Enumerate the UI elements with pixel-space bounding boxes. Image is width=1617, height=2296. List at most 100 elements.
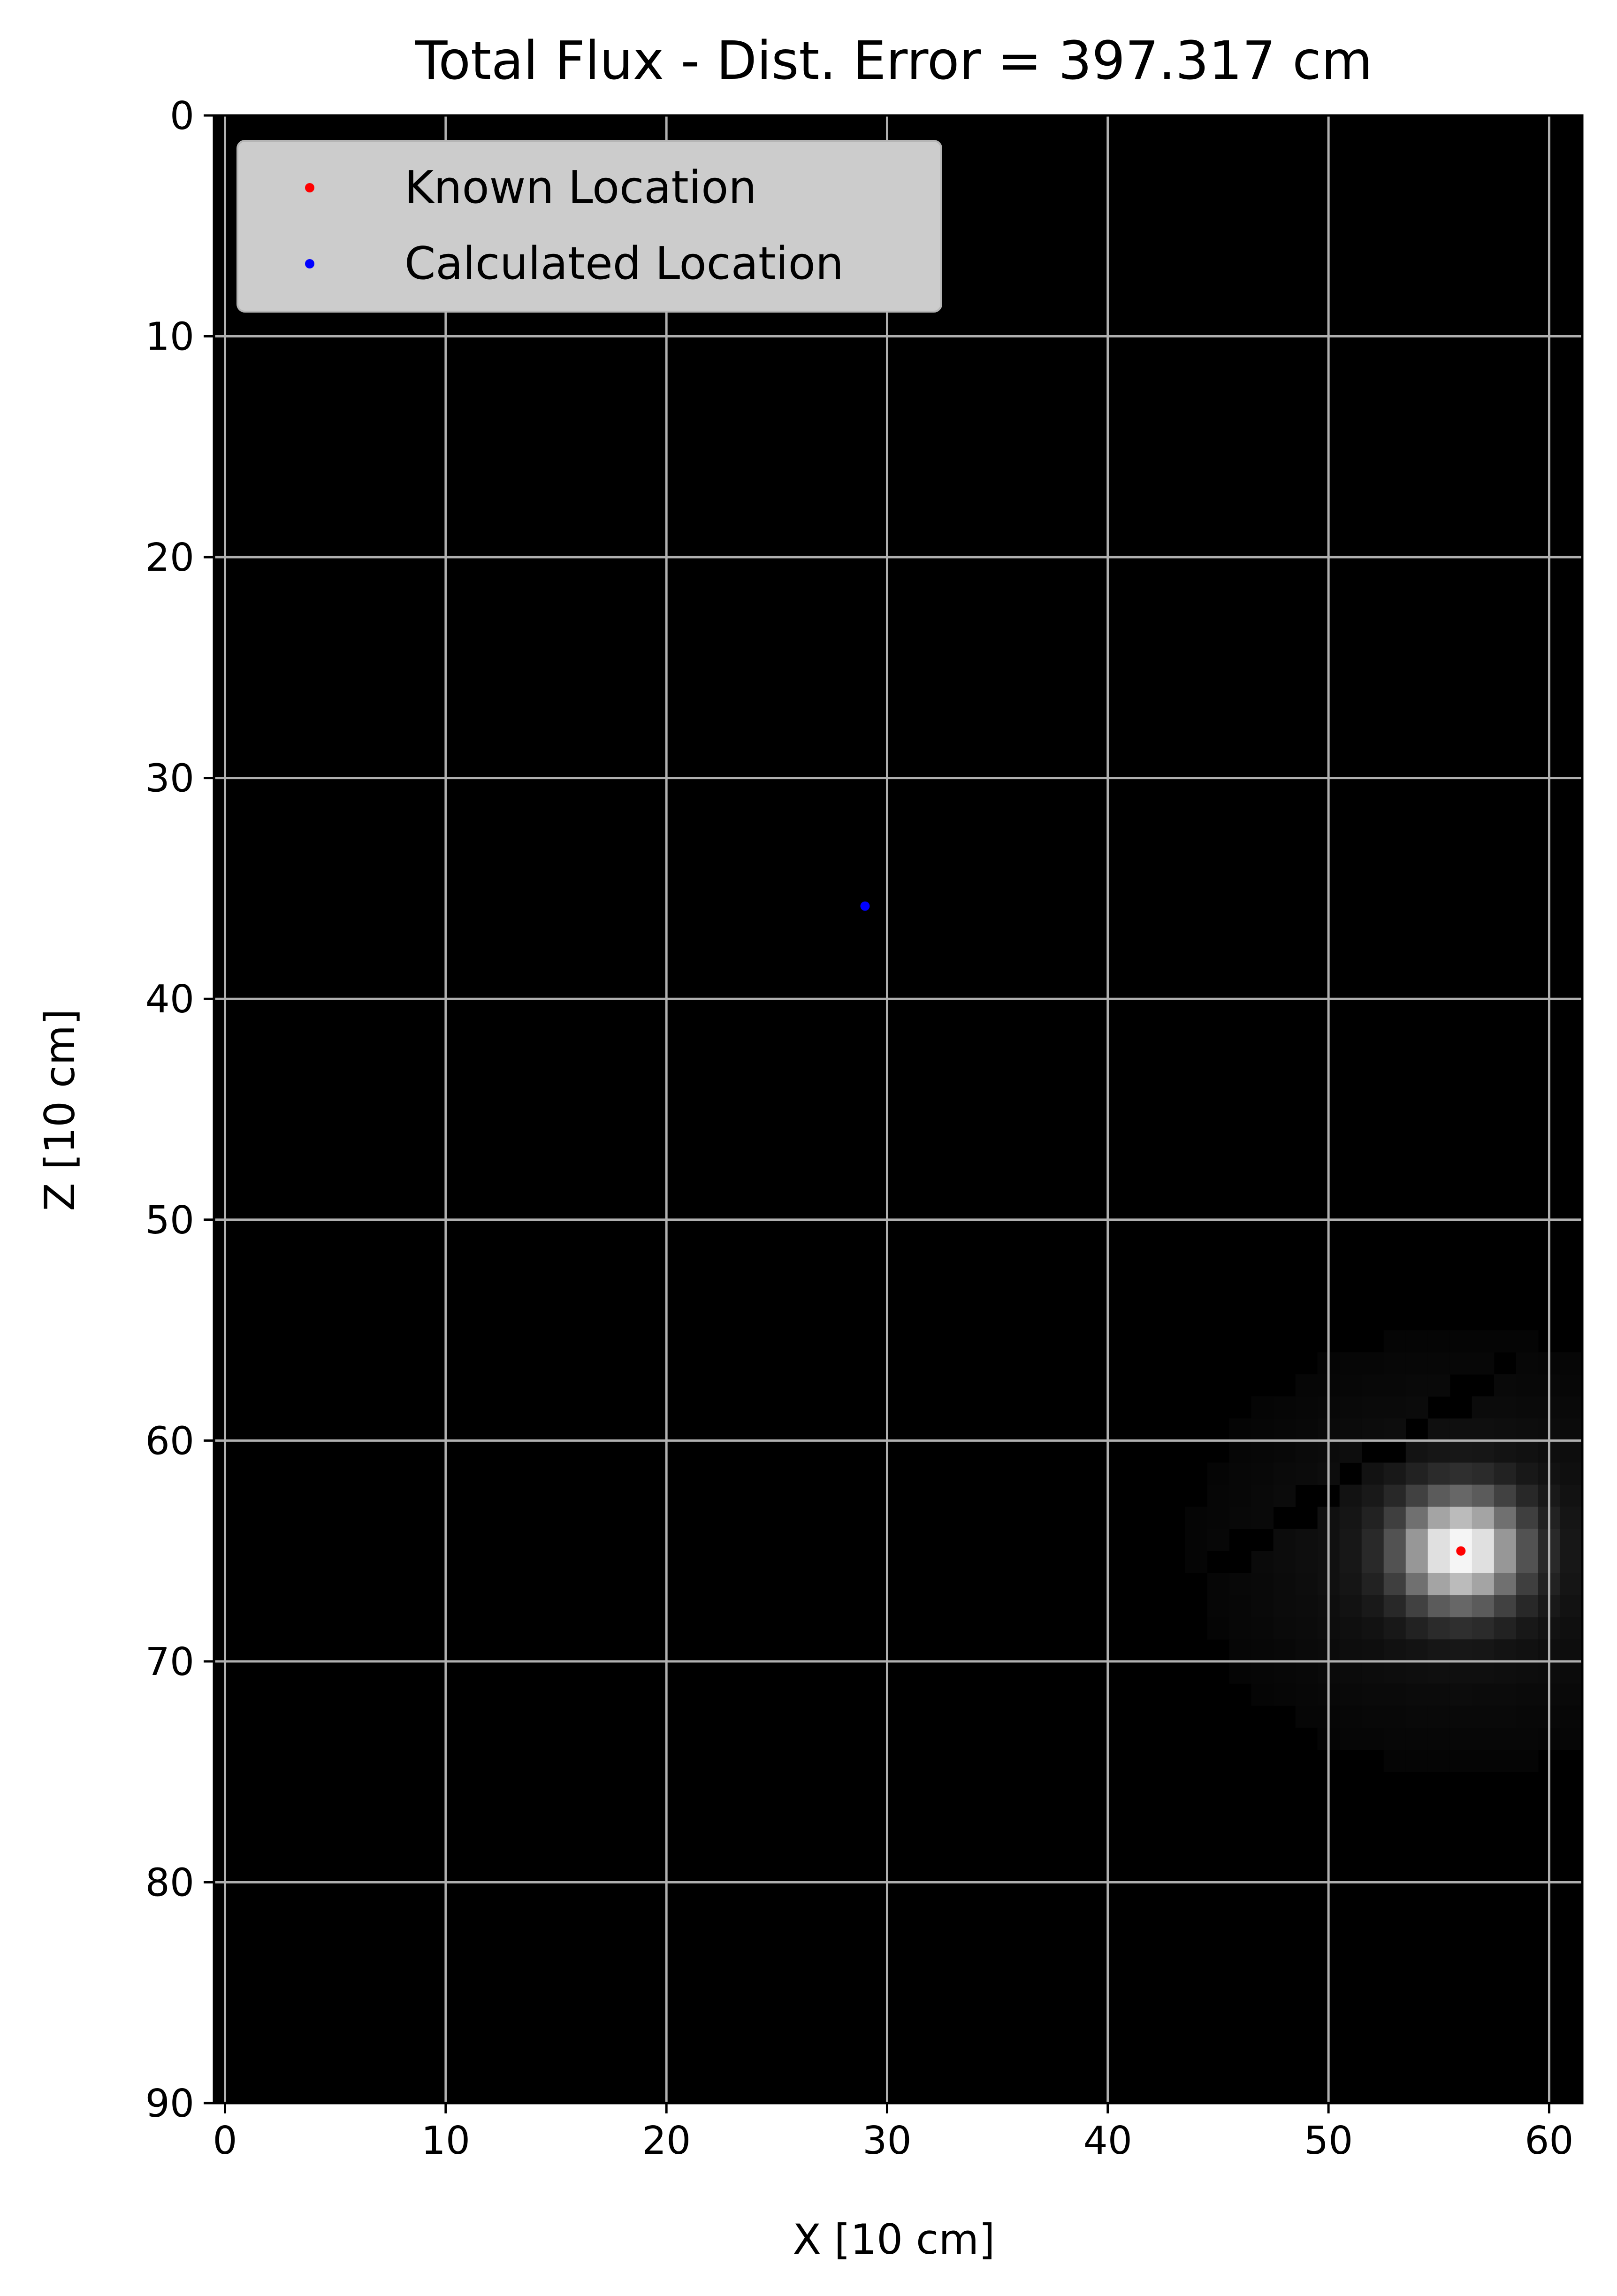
heatmap-cell — [1361, 1529, 1384, 1552]
x-tick-label: 10 — [421, 2119, 470, 2163]
heatmap-cell — [1361, 1352, 1384, 1375]
heatmap-cell — [1472, 1706, 1495, 1728]
heatmap-cell — [1427, 1706, 1450, 1728]
heatmap-cell — [1405, 1330, 1428, 1353]
heatmap-cell — [1560, 1374, 1582, 1397]
heatmap-cell — [1273, 1440, 1296, 1463]
heatmap-cell — [1339, 1617, 1362, 1640]
legend-marker-calculated — [305, 259, 314, 268]
heatmap-cell — [1472, 1507, 1495, 1530]
heatmap-cell — [1494, 1507, 1517, 1530]
heatmap-cell — [1494, 1440, 1517, 1463]
heatmap-cell — [1494, 1595, 1517, 1618]
y-tick-label: 20 — [145, 536, 194, 580]
y-axis-label: Z [10 cm] — [36, 1009, 84, 1211]
heatmap-cell — [1472, 1551, 1495, 1574]
heatmap-cell — [1494, 1706, 1517, 1728]
heatmap-cell — [1427, 1750, 1450, 1772]
heatmap-cell — [1383, 1728, 1406, 1750]
y-tick-label: 70 — [145, 1640, 194, 1684]
heatmap-cell — [1494, 1573, 1517, 1596]
heatmap-cell — [1229, 1595, 1252, 1618]
heatmap-cell — [1405, 1639, 1428, 1662]
heatmap-cell — [1494, 1683, 1517, 1706]
heatmap-cell — [1516, 1595, 1539, 1618]
heatmap-cell — [1516, 1750, 1539, 1772]
heatmap-cell — [1472, 1750, 1495, 1772]
heatmap-cell — [1339, 1507, 1362, 1530]
heatmap-cell — [1494, 1529, 1517, 1552]
heatmap-cell — [1295, 1617, 1318, 1640]
heatmap-cell — [1383, 1418, 1406, 1441]
heatmap-cell — [1383, 1595, 1406, 1618]
heatmap-cell — [1405, 1352, 1428, 1375]
heatmap-cell — [1472, 1595, 1495, 1618]
heatmap-cell — [1251, 1683, 1274, 1706]
heatmap-cell — [1295, 1529, 1318, 1552]
x-axis-label: X [10 cm] — [793, 2215, 995, 2264]
heatmap-cell — [1405, 1374, 1428, 1397]
heatmap-cell — [1295, 1462, 1318, 1485]
heatmap-cell — [1560, 1440, 1582, 1463]
heatmap-cell — [1295, 1706, 1318, 1728]
heatmap-cell — [1361, 1595, 1384, 1618]
heatmap-cell — [1229, 1418, 1252, 1441]
heatmap-cell — [1472, 1440, 1495, 1463]
y-tick-label: 0 — [170, 94, 194, 138]
heatmap-cell — [1560, 1573, 1582, 1596]
heatmap-cell — [1449, 1330, 1472, 1353]
heatmap-cell — [1405, 1706, 1428, 1728]
heatmap-cell — [1273, 1595, 1296, 1618]
heatmap-cell — [1383, 1661, 1406, 1684]
x-tick-label: 60 — [1525, 2119, 1573, 2163]
heatmap-cell — [1494, 1418, 1517, 1441]
heatmap-cell — [1560, 1661, 1582, 1684]
heatmap-cell — [1560, 1551, 1582, 1574]
heatmap-cell — [1427, 1529, 1450, 1552]
heatmap-cell — [1494, 1485, 1517, 1507]
heatmap-cell — [1251, 1639, 1274, 1662]
heatmap-cell — [1472, 1462, 1495, 1485]
heatmap-cell — [1494, 1617, 1517, 1640]
heatmap-cell — [1361, 1639, 1384, 1662]
heatmap-cell — [1229, 1573, 1252, 1596]
heatmap-cell — [1494, 1462, 1517, 1485]
legend: Known Location Calculated Location — [236, 140, 942, 313]
heatmap-cell — [1361, 1462, 1384, 1485]
heatmap-cell — [1361, 1551, 1384, 1574]
heatmap-cell — [1427, 1728, 1450, 1750]
heatmap-cell — [1516, 1352, 1539, 1375]
grid — [214, 115, 1582, 2103]
heatmap-cell — [1472, 1352, 1495, 1375]
heatmap-cell — [1251, 1462, 1274, 1485]
heatmap-cell — [1229, 1639, 1252, 1662]
heatmap-cell — [1560, 1595, 1582, 1618]
heatmap-cell — [1472, 1639, 1495, 1662]
heatmap-cell — [1383, 1683, 1406, 1706]
heatmap-cell — [1449, 1617, 1472, 1640]
heatmap-cell — [1405, 1661, 1428, 1684]
heatmap-cell — [1251, 1617, 1274, 1640]
heatmap-cell — [1383, 1330, 1406, 1353]
heatmap-cell — [1405, 1507, 1428, 1530]
heatmap-cell — [1427, 1330, 1450, 1353]
heatmap-cell — [1560, 1728, 1582, 1750]
heatmap-cell — [1339, 1485, 1362, 1507]
heatmap-cell — [1494, 1661, 1517, 1684]
heatmap-cell — [1207, 1485, 1229, 1507]
heatmap-cell — [1494, 1374, 1517, 1397]
heatmap-cell — [1427, 1352, 1450, 1375]
heatmap-cell — [1273, 1617, 1296, 1640]
heatmap-cell — [1560, 1683, 1582, 1706]
heatmap-cell — [1339, 1396, 1362, 1419]
heatmap-cell — [1472, 1485, 1495, 1507]
heatmap-cell — [1339, 1551, 1362, 1574]
heatmap-cell — [1273, 1551, 1296, 1574]
heatmap-cell — [1229, 1661, 1252, 1684]
heatmap-cell — [1405, 1396, 1428, 1419]
heatmap-cell — [1273, 1661, 1296, 1684]
heatmap-cell — [1472, 1529, 1495, 1552]
heatmap-cell — [1207, 1573, 1229, 1596]
heatmap-cell — [1494, 1396, 1517, 1419]
heatmap-cell — [1516, 1639, 1539, 1662]
